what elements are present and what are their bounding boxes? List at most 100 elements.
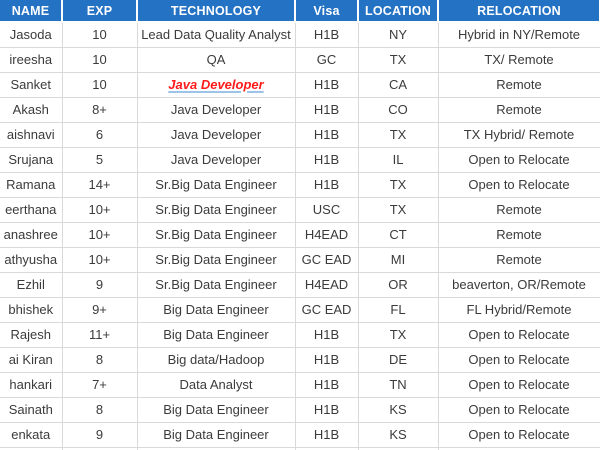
column-header-visa[interactable]: Visa [295, 0, 359, 23]
cell-exp[interactable]: 10+ [61, 246, 138, 273]
cell-relocation[interactable]: Open to Relocate [437, 371, 600, 398]
cell-visa[interactable]: H4EAD [294, 221, 359, 248]
cell-location[interactable]: TX [357, 121, 439, 148]
cell-location[interactable]: MI [357, 246, 439, 273]
cell-name[interactable]: aishnavi [0, 121, 63, 148]
cell-name[interactable]: Srujana [0, 146, 63, 173]
cell-visa[interactable]: H1B [294, 146, 359, 173]
cell-relocation[interactable]: Open to Relocate [437, 146, 600, 173]
cell-visa[interactable]: H1B [294, 121, 359, 148]
cell-name[interactable]: anashree [0, 221, 63, 248]
cell-relocation[interactable]: Remote [437, 221, 600, 248]
cell-location[interactable]: KS [357, 396, 439, 423]
cell-technology[interactable]: Big Data Engineer [136, 396, 296, 423]
cell-relocation[interactable]: TX/ Remote [437, 46, 600, 73]
cell-relocation[interactable]: FL Hybrid/Remote [437, 296, 600, 323]
cell-exp[interactable]: 11+ [61, 321, 138, 348]
cell-location[interactable]: NY [357, 21, 439, 48]
cell-visa[interactable]: H4EAD [294, 271, 359, 298]
cell-name[interactable]: hankari [0, 371, 63, 398]
column-header-location[interactable]: LOCATION [358, 0, 439, 23]
cell-exp[interactable]: 9 [61, 271, 138, 298]
cell-technology[interactable]: Big Data Engineer [136, 321, 296, 348]
cell-relocation[interactable]: Open to Relocate [437, 421, 600, 448]
cell-relocation[interactable]: TX Hybrid/ Remote [437, 121, 600, 148]
cell-name[interactable]: Ramana [0, 171, 63, 198]
cell-location[interactable]: CA [357, 71, 439, 98]
cell-technology[interactable]: Lead Data Quality Analyst [136, 21, 296, 48]
cell-exp[interactable]: 8+ [61, 96, 138, 123]
cell-technology[interactable]: Sr.Big Data Engineer [136, 221, 296, 248]
cell-name[interactable]: Sainath [0, 396, 63, 423]
cell-technology[interactable]: Big data/Hadoop [136, 346, 296, 373]
cell-exp[interactable]: 10 [61, 46, 138, 73]
column-header-name[interactable]: NAME [0, 0, 63, 23]
column-header-exp[interactable]: EXP [62, 0, 138, 23]
cell-name[interactable]: ireesha [0, 46, 63, 73]
cell-exp[interactable]: 8 [61, 396, 138, 423]
cell-location[interactable]: TX [357, 196, 439, 223]
cell-relocation[interactable]: Open to Relocate [437, 396, 600, 423]
cell-technology[interactable]: Sr.Big Data Engineer [136, 271, 296, 298]
cell-name[interactable]: ai Kiran [0, 346, 63, 373]
cell-location[interactable]: TX [357, 321, 439, 348]
cell-location[interactable]: KS [357, 421, 439, 448]
cell-visa[interactable]: H1B [294, 396, 359, 423]
cell-name[interactable]: athyusha [0, 246, 63, 273]
cell-location[interactable]: FL [357, 296, 439, 323]
cell-location[interactable]: DE [357, 346, 439, 373]
cell-visa[interactable]: H1B [294, 71, 359, 98]
cell-visa[interactable]: GC EAD [294, 246, 359, 273]
column-header-technology[interactable]: TECHNOLOGY [137, 0, 296, 23]
cell-exp[interactable]: 6 [61, 121, 138, 148]
cell-exp[interactable]: 10+ [61, 196, 138, 223]
cell-location[interactable]: IL [357, 146, 439, 173]
cell-visa[interactable]: USC [294, 196, 359, 223]
cell-visa[interactable]: GC EAD [294, 296, 359, 323]
cell-exp[interactable]: 10 [61, 71, 138, 98]
cell-visa[interactable]: H1B [294, 171, 359, 198]
cell-name[interactable]: Akash [0, 96, 63, 123]
cell-exp[interactable]: 9+ [61, 296, 138, 323]
cell-technology[interactable]: Sr.Big Data Engineer [136, 196, 296, 223]
cell-relocation[interactable]: Remote [437, 96, 600, 123]
cell-technology[interactable]: Big Data Engineer [136, 421, 296, 448]
cell-name[interactable]: enkata [0, 421, 63, 448]
column-header-relocation[interactable]: RELOCATION [438, 0, 600, 23]
cell-technology[interactable]: Java Developer [136, 146, 296, 173]
cell-exp[interactable]: 8 [61, 346, 138, 373]
cell-technology[interactable]: Data Analyst [136, 371, 296, 398]
cell-name[interactable]: eerthana [0, 196, 63, 223]
cell-relocation[interactable]: Remote [437, 246, 600, 273]
cell-exp[interactable]: 14+ [61, 171, 138, 198]
cell-location[interactable]: CO [357, 96, 439, 123]
cell-exp[interactable]: 10+ [61, 221, 138, 248]
cell-relocation[interactable]: Remote [437, 71, 600, 98]
cell-visa[interactable]: H1B [294, 321, 359, 348]
cell-technology[interactable]: Sr.Big Data Engineer [136, 246, 296, 273]
cell-name[interactable]: Jasoda [0, 21, 63, 48]
cell-exp[interactable]: 9 [61, 421, 138, 448]
cell-exp[interactable]: 5 [61, 146, 138, 173]
cell-technology[interactable]: Java Developer [136, 121, 296, 148]
cell-relocation[interactable]: Open to Relocate [437, 171, 600, 198]
cell-relocation[interactable]: Hybrid in NY/Remote [437, 21, 600, 48]
cell-location[interactable]: TX [357, 171, 439, 198]
cell-exp[interactable]: 10 [61, 21, 138, 48]
cell-name[interactable]: Sanket [0, 71, 63, 98]
cell-visa[interactable]: H1B [294, 346, 359, 373]
cell-visa[interactable]: H1B [294, 21, 359, 48]
cell-location[interactable]: OR [357, 271, 439, 298]
cell-technology[interactable]: Java Developer [136, 96, 296, 123]
cell-relocation[interactable]: Remote [437, 196, 600, 223]
cell-relocation[interactable]: Open to Relocate [437, 346, 600, 373]
cell-relocation[interactable]: beaverton, OR/Remote [437, 271, 600, 298]
cell-visa[interactable]: H1B [294, 371, 359, 398]
cell-name[interactable]: bhishek [0, 296, 63, 323]
cell-location[interactable]: CT [357, 221, 439, 248]
cell-exp[interactable]: 7+ [61, 371, 138, 398]
cell-technology[interactable]: Sr.Big Data Engineer [136, 171, 296, 198]
cell-location[interactable]: TN [357, 371, 439, 398]
cell-technology[interactable]: Big Data Engineer [136, 296, 296, 323]
cell-technology[interactable]: Java Developer [136, 71, 296, 98]
